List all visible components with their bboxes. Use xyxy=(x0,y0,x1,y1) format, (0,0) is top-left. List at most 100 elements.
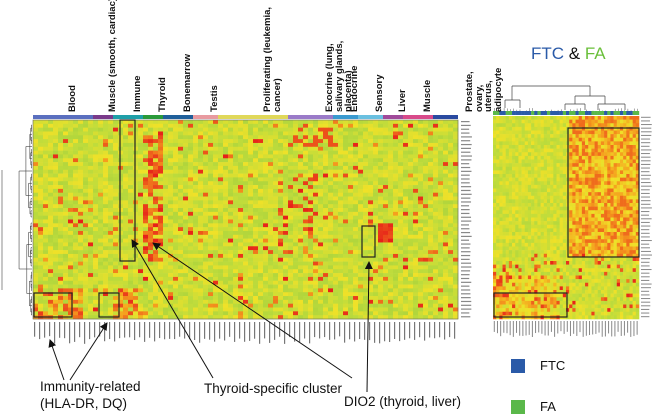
heat-cell xyxy=(248,269,254,274)
heat-cell xyxy=(198,208,204,213)
heat-cell xyxy=(403,307,409,312)
column-label-tick xyxy=(234,322,236,342)
heat-cell xyxy=(148,284,154,289)
heat-cell xyxy=(298,296,304,301)
heat-cell xyxy=(343,165,349,171)
heat-cell xyxy=(128,177,134,182)
heat-cell xyxy=(343,185,349,190)
heat-cell xyxy=(168,223,174,228)
heat-cell xyxy=(418,185,424,190)
heat-cell xyxy=(113,246,119,251)
heat-cell xyxy=(378,177,384,182)
heat-cell xyxy=(388,292,394,297)
sample-bar-segment xyxy=(553,111,557,115)
heat-cell xyxy=(268,211,274,216)
heat-cell xyxy=(188,165,194,171)
heat-cell xyxy=(38,265,44,270)
heat-cell xyxy=(68,208,74,213)
heat-cell xyxy=(343,315,349,320)
heat-cell xyxy=(418,158,424,163)
heat-cell xyxy=(368,154,374,159)
heat-cell xyxy=(193,299,199,304)
heat-cell xyxy=(333,238,339,243)
heat-cell xyxy=(38,181,44,186)
heat-cell xyxy=(263,296,269,301)
heat-cell xyxy=(393,165,399,171)
heat-cell xyxy=(88,269,94,274)
heat-cell xyxy=(428,242,434,247)
heat-cell xyxy=(63,177,69,182)
heat-cell xyxy=(268,169,274,174)
heat-cell xyxy=(585,116,589,120)
heat-cell xyxy=(133,284,139,289)
heat-cell xyxy=(108,230,114,236)
heat-cell xyxy=(253,154,259,159)
heat-cell xyxy=(258,234,264,239)
heat-cell xyxy=(413,181,419,186)
heat-cell xyxy=(138,181,144,186)
sample-bar-segment xyxy=(531,111,535,115)
heat-cell xyxy=(48,284,54,289)
heat-cell xyxy=(158,135,164,140)
heat-cell xyxy=(118,169,124,174)
heat-cell xyxy=(343,158,349,163)
heat-cell xyxy=(448,284,454,289)
heat-cell xyxy=(263,242,269,247)
heat-cell xyxy=(148,288,154,293)
heat-cell xyxy=(348,242,354,247)
heat-cell xyxy=(343,139,349,144)
heat-cell xyxy=(288,230,294,236)
heat-cell xyxy=(283,303,289,308)
heat-cell xyxy=(228,204,234,209)
heat-cell xyxy=(83,120,89,125)
heat-cell xyxy=(515,119,519,124)
heat-cell xyxy=(273,120,279,125)
heat-cell xyxy=(53,261,59,266)
heat-cell xyxy=(268,181,274,186)
heat-cell xyxy=(123,135,129,140)
heat-cell xyxy=(208,261,214,266)
heat-cell xyxy=(68,127,74,132)
heat-cell xyxy=(418,131,424,136)
heat-cell xyxy=(363,276,369,282)
heat-cell xyxy=(48,296,54,301)
heat-cell xyxy=(178,135,184,140)
heat-cell xyxy=(228,238,234,243)
heat-cell xyxy=(228,253,234,259)
heat-cell xyxy=(268,269,274,274)
heat-cell xyxy=(118,120,124,125)
heat-cell xyxy=(218,269,224,274)
heat-cell xyxy=(123,127,129,132)
heat-cell xyxy=(423,288,429,293)
heat-cell xyxy=(98,192,104,197)
heat-cell xyxy=(88,208,94,213)
heat-cell xyxy=(148,146,154,151)
heat-cell xyxy=(363,234,369,239)
heat-cell xyxy=(53,146,59,151)
heat-cell xyxy=(508,123,513,128)
heat-cell xyxy=(238,307,244,312)
heat-cell xyxy=(629,123,633,128)
heat-cell xyxy=(123,288,129,293)
heat-cell xyxy=(193,257,199,262)
heat-cell xyxy=(83,257,89,262)
heat-cell xyxy=(153,250,159,255)
heat-cell xyxy=(118,303,124,308)
heat-cell xyxy=(388,238,394,243)
heat-cell xyxy=(428,211,434,216)
heat-cell xyxy=(183,265,189,270)
row-label-tick xyxy=(461,209,470,211)
heat-cell xyxy=(438,127,444,132)
heat-cell xyxy=(148,120,154,125)
heat-cell xyxy=(534,123,538,128)
heat-cell xyxy=(453,211,459,216)
heat-cell xyxy=(323,276,329,282)
heat-cell xyxy=(566,116,570,120)
heat-cell xyxy=(378,173,384,178)
heat-cell xyxy=(619,119,624,124)
heat-cell xyxy=(353,165,359,171)
heat-cell xyxy=(273,165,279,171)
heat-cell xyxy=(328,303,334,308)
heat-cell xyxy=(198,315,204,320)
column-label-tick xyxy=(199,322,201,343)
